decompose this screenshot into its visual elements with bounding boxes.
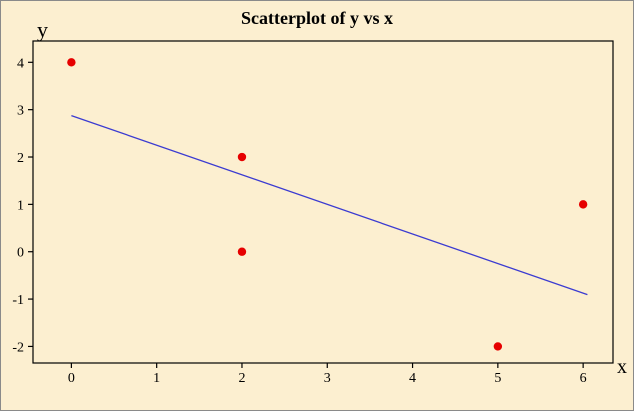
x-tick-label: 6: [580, 371, 587, 386]
y-tick-label: 0: [17, 246, 24, 261]
data-point: [237, 247, 247, 256]
data-point: [578, 200, 588, 209]
data-point: [493, 342, 503, 351]
y-tick-label: -2: [12, 340, 24, 355]
y-tick-label: 2: [17, 151, 24, 166]
y-axis-label: y: [37, 17, 48, 42]
x-tick-label: 0: [68, 371, 75, 386]
x-tick-label: 2: [238, 371, 245, 386]
y-tick-label: 4: [17, 56, 24, 71]
data-point: [237, 152, 247, 162]
x-tick-label: 1: [153, 371, 160, 386]
y-tick-label: -1: [12, 293, 24, 308]
y-tick-label: 1: [17, 198, 24, 213]
regression-line: [71, 114, 588, 296]
x-tick-label: 4: [409, 371, 416, 386]
x-axis-label: x: [617, 356, 627, 378]
data-point: [67, 58, 76, 67]
y-tick-label: 3: [17, 104, 24, 119]
chart-title: Scatterplot of y vs x: [241, 8, 393, 28]
x-tick-label: 3: [324, 371, 331, 386]
plot-area: [32, 40, 614, 364]
x-tick-label: 5: [494, 371, 501, 386]
